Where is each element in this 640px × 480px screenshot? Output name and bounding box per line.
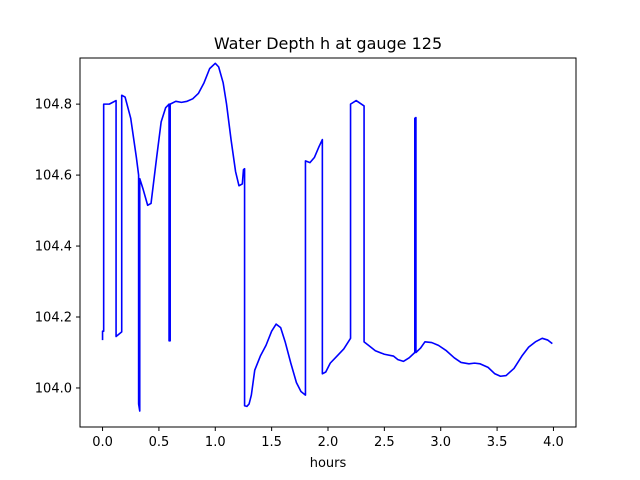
x-axis-label: hours [310,456,347,471]
x-axis: 0.0 0.5 1.0 1.5 2.0 2.5 3.0 3.5 4.0 [92,427,564,450]
y-tick-label: 104.0 [35,381,72,396]
x-tick-label: 3.5 [487,435,508,450]
x-tick-label: 2.0 [318,435,339,450]
x-tick-label: 0.5 [149,435,170,450]
y-tick-label: 104.4 [35,240,72,255]
y-tick-label: 104.8 [35,98,72,113]
series-line [101,62,553,412]
x-tick-label: 4.0 [543,435,564,450]
x-tick-label: 1.0 [205,435,226,450]
plot-background [80,58,576,427]
x-tick-label: 2.5 [374,435,395,450]
plot-area [80,58,576,427]
y-tick-label: 104.2 [35,311,72,326]
plot-frame [79,57,577,428]
x-tick-label: 3.0 [430,435,451,450]
y-axis: 104.0 104.2 104.4 104.6 104.8 [35,98,80,396]
x-tick-label: 0.0 [92,435,113,450]
chart-title: Water Depth h at gauge 125 [214,34,442,53]
y-tick-label: 104.6 [35,169,72,184]
x-tick-label: 1.5 [261,435,282,450]
